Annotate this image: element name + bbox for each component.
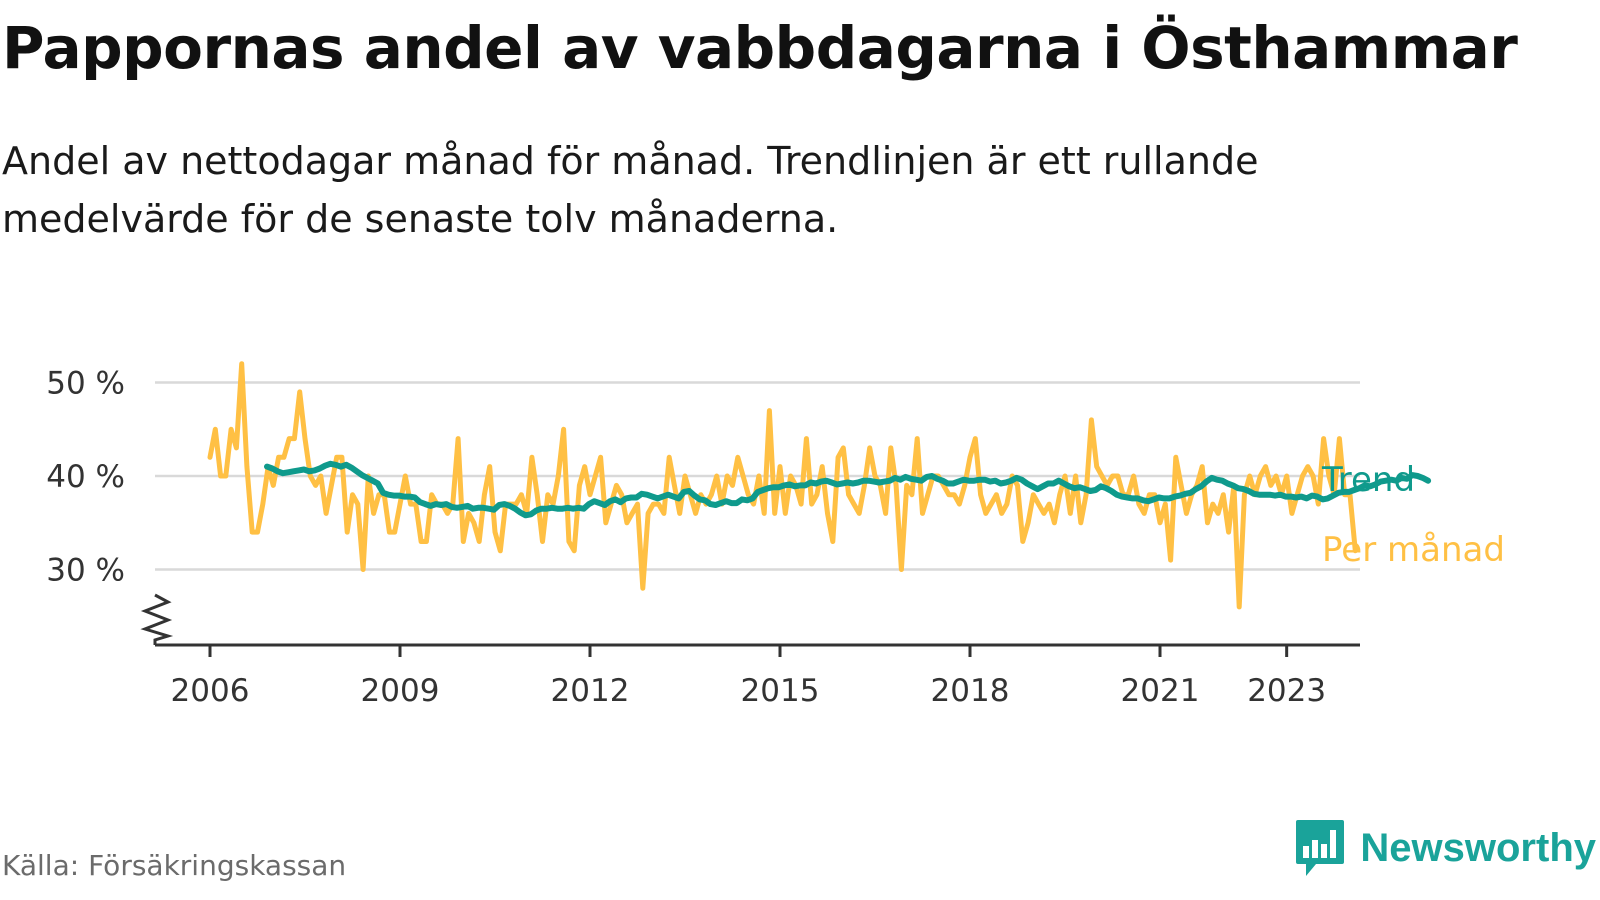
series-layer [207,361,1432,610]
bar-chart-pin-icon [1296,820,1345,876]
series-trend-line [264,460,1432,519]
x-tick-label: 2023 [1247,673,1326,709]
axis-break-icon [140,593,174,645]
x-axis: 2006 2009 2012 2015 2018 2021 2023 [140,593,1360,709]
series-end-labels: Per månad Trend [1321,460,1505,570]
series-per-manad-line [207,361,1358,610]
x-tick-label: 2006 [171,673,250,709]
y-tick-label: 30 % [46,553,125,589]
x-tick-label: 2015 [741,673,820,709]
per-manad-end-label: Per månad [1322,530,1505,570]
x-tick-label: 2021 [1121,673,1200,709]
brand-name: Newsworthy [1360,825,1596,870]
x-tick-label: 2012 [551,673,630,709]
y-axis-tick-labels: 30 % 40 % 50 % [46,366,125,589]
x-tick-label: 2018 [931,673,1010,709]
x-tick-label: 2009 [361,673,440,709]
brand-logo[interactable]: Newsworthy [1294,818,1596,878]
chart-title: Pappornas andel av vabbdagarna i Östhamm… [2,14,1518,82]
y-tick-label: 50 % [46,366,125,402]
trend-end-label: Trend [1321,460,1415,500]
chart-subtitle: Andel av nettodagar månad för månad. Tre… [2,139,1259,241]
y-tick-label: 40 % [46,459,125,495]
source-note: Källa: Försäkringskassan [2,849,347,882]
